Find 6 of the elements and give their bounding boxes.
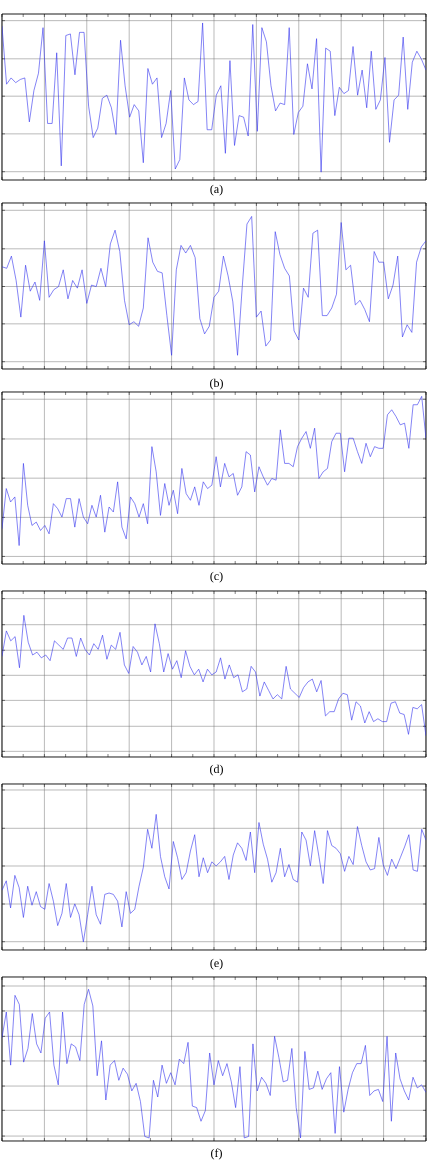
text: (a): [210, 184, 223, 196]
text: (b): [210, 378, 223, 390]
text: (e): [210, 958, 223, 970]
text: (c): [210, 571, 223, 583]
text: (f): [211, 1148, 222, 1160]
text: (d): [210, 764, 223, 776]
